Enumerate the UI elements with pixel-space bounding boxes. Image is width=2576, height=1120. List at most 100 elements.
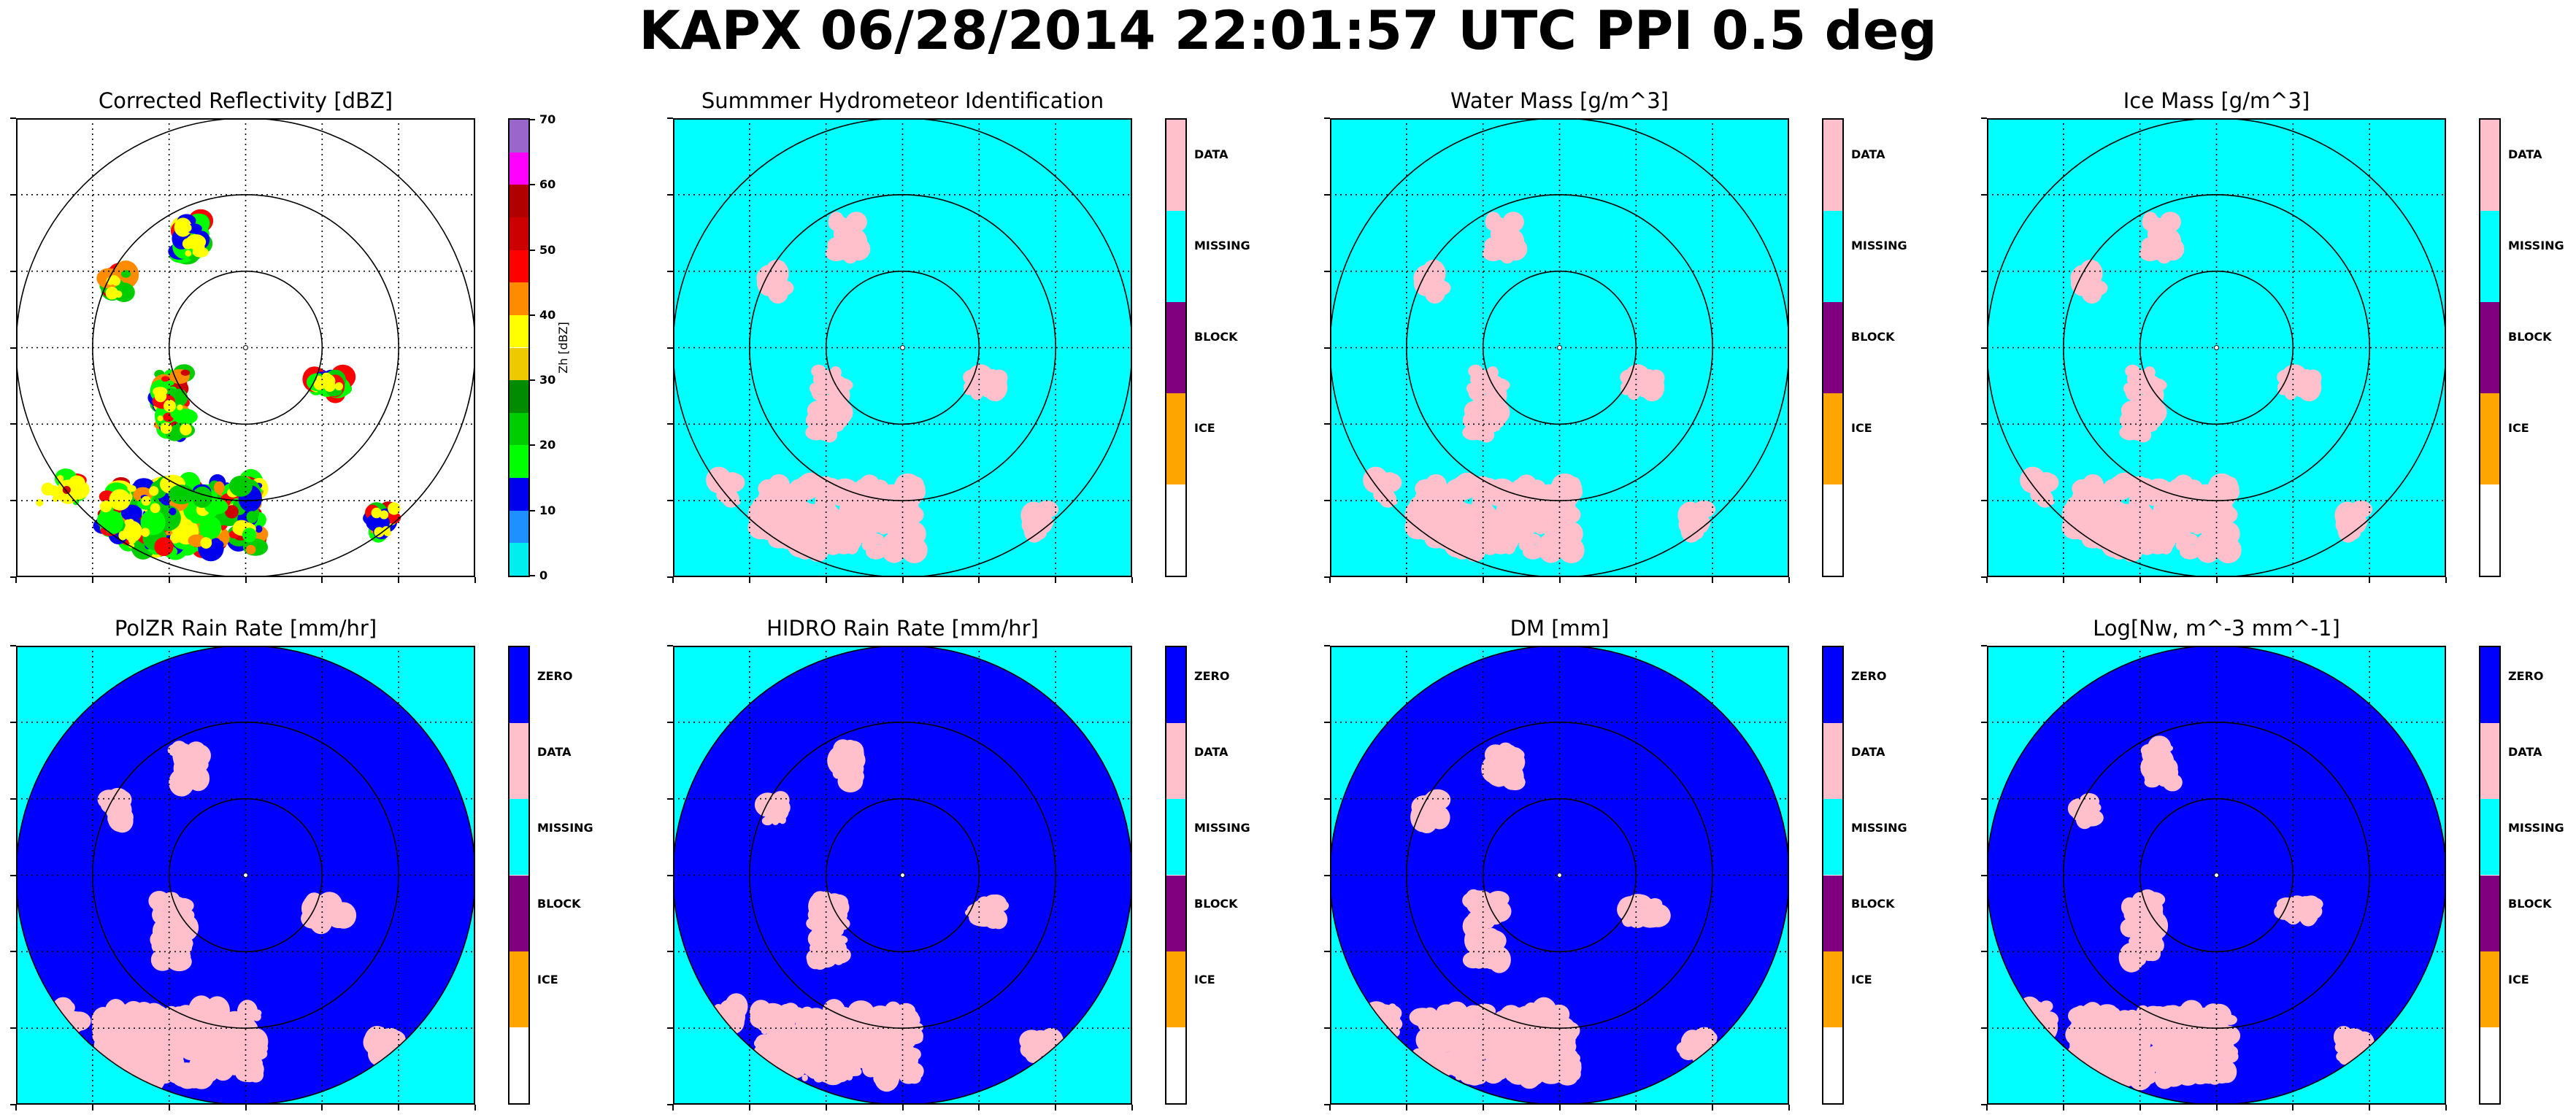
axis-tick	[1712, 1105, 1714, 1111]
echo-cell	[147, 1023, 159, 1032]
echo-cell	[1415, 490, 1431, 506]
echo-cell	[828, 1059, 835, 1067]
echo-cell	[2162, 1007, 2175, 1019]
echo-cell	[124, 519, 132, 525]
echo-cell	[123, 521, 142, 542]
echo-cell	[2223, 1028, 2232, 1039]
colorbar-tick	[530, 119, 535, 120]
echo-cell	[2134, 374, 2153, 390]
echo-core	[185, 250, 192, 257]
echo-cell	[368, 1037, 391, 1063]
echo-cell	[1480, 394, 1488, 400]
echo-cell	[168, 484, 195, 505]
colorbar-segment	[510, 380, 528, 413]
echo-cell	[1486, 1066, 1499, 1078]
colorbar-category-label: MISSING	[1194, 820, 1250, 835]
echo-cell	[173, 1070, 184, 1078]
range-rings	[1330, 118, 1789, 577]
range-ring	[2063, 722, 2370, 1029]
echo-cell	[191, 1069, 202, 1078]
echo-cell	[1564, 485, 1577, 494]
echo-cell	[2137, 394, 2145, 400]
echo-cell	[1469, 376, 1480, 384]
echo-cell	[154, 537, 174, 557]
echo-cell	[1492, 774, 1506, 787]
colorbar-segment	[1823, 723, 1842, 800]
axis-tick	[2062, 1105, 2064, 1111]
echo-cell	[847, 217, 864, 231]
axis-tick	[1986, 577, 1988, 583]
range-ring	[2063, 194, 2370, 501]
colorbar-tick-label: 30	[539, 373, 556, 387]
echo-cell	[793, 1008, 814, 1022]
echo-cell	[1499, 1061, 1509, 1069]
echo-cell	[309, 907, 333, 935]
axis-tick	[1981, 721, 1987, 723]
echo-cell	[805, 517, 818, 532]
axis-tick	[10, 500, 16, 502]
colorbar-category-label: BLOCK	[1851, 329, 1895, 344]
range-rings	[16, 118, 475, 577]
colorbar-segment	[1823, 211, 1842, 302]
echo-cell	[839, 491, 851, 500]
echo-cell	[1472, 941, 1486, 950]
echo-core	[71, 486, 84, 499]
axis-tick	[1324, 576, 1330, 578]
colorbar-category-label: DATA	[2508, 147, 2542, 161]
echo-cell	[246, 511, 258, 523]
colorbar-segment	[510, 217, 528, 250]
range-rings	[1987, 646, 2446, 1105]
echo-cell	[128, 1053, 142, 1064]
colorbar-segment	[1823, 393, 1842, 484]
colorbar-segment	[1166, 393, 1185, 484]
colorbar-category-label: MISSING	[1194, 238, 1250, 252]
colorbar-segment	[1166, 723, 1185, 800]
colorbar-tick	[530, 444, 535, 447]
echo-cell	[1626, 374, 1647, 391]
axis-tick	[10, 117, 16, 119]
echo-cell	[901, 537, 928, 563]
echo-cell	[180, 369, 191, 376]
echo-cell	[1467, 531, 1480, 544]
echo-cell	[2072, 265, 2094, 286]
echo-cell	[835, 501, 842, 506]
axis-tick	[1324, 874, 1330, 876]
axis-tick	[1981, 1104, 1987, 1105]
echo-cell	[832, 768, 843, 779]
colorbar-segment	[1166, 211, 1185, 302]
echo-cell	[859, 1024, 870, 1036]
echo-core	[388, 502, 401, 515]
echo-cell	[175, 1019, 196, 1042]
echo-cell	[2096, 1023, 2104, 1032]
echo-cell	[1492, 501, 1499, 506]
echo-cell	[2088, 1043, 2096, 1049]
axis-tick	[825, 1105, 827, 1111]
axis-tick	[1981, 270, 1987, 272]
colorbar-tick-label: 60	[539, 177, 556, 192]
colorbar-tick	[530, 249, 535, 251]
echo-cell	[815, 494, 825, 502]
colorbar-segment	[1823, 120, 1842, 211]
colorbar-segment	[510, 152, 528, 185]
colorbar	[2479, 646, 2501, 1105]
colorbar-category-label: DATA	[2508, 744, 2542, 759]
echo-cell	[2141, 912, 2159, 925]
echo-cell	[1387, 1013, 1396, 1022]
axis-tick	[1324, 500, 1330, 502]
echo-cell	[869, 547, 884, 556]
echo-cell	[93, 1009, 118, 1037]
echo-cell	[1544, 495, 1570, 521]
echo-cell	[850, 1046, 856, 1052]
echo-core	[182, 238, 194, 250]
echo-cell	[1688, 515, 1704, 529]
echo-cell	[120, 270, 131, 278]
echo-core	[150, 503, 161, 514]
echo-cell	[2162, 773, 2183, 792]
echo-core	[41, 482, 55, 496]
echo-cell	[1515, 513, 1530, 526]
echo-cell	[192, 742, 204, 752]
range-ring	[168, 797, 323, 953]
ppi-plot	[1330, 118, 1789, 577]
colorbar-category-label: BLOCK	[2508, 329, 2552, 344]
colorbar-tick	[530, 575, 535, 576]
